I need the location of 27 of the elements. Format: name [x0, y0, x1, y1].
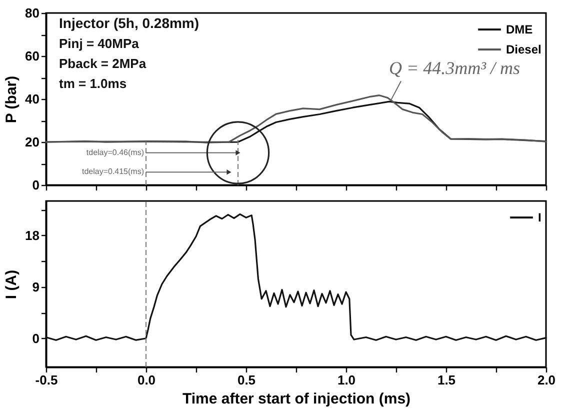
y-tick-label: 60 [25, 48, 40, 64]
y-tick-label: 0 [32, 178, 40, 192]
y-tick-label: 0 [32, 330, 40, 346]
legend-label: I [538, 210, 542, 224]
x-tick-label: 2.0 [537, 372, 556, 388]
x-tick-label: 0.5 [237, 372, 256, 388]
legend-label: DME [506, 22, 533, 36]
annotation: Injector (5h, 0.28mm) [59, 15, 200, 31]
x-tick-label: -0.5 [35, 372, 58, 388]
legend-label: Diesel [506, 42, 542, 56]
annotation: tdelay=0.415(ms) [82, 167, 144, 176]
y-tick-label: 40 [25, 92, 40, 106]
annotation: Pback = 2MPa [59, 56, 147, 71]
y-tick-label: 20 [25, 134, 40, 150]
annotation: tdelay=0.46(ms) [86, 148, 144, 157]
annotation: tm = 1.0ms [59, 76, 127, 91]
y-tick-label: 80 [25, 6, 40, 20]
x-axis-title: Time after start of injection (ms) [182, 390, 411, 408]
annotation: Q = 44.3mm³ / ms [389, 58, 520, 78]
x-tick-label: 1.0 [337, 372, 356, 388]
y-tick-label: 9 [32, 279, 40, 294]
x-tick-label: 1.5 [437, 372, 456, 388]
y-tick-label: 18 [25, 228, 40, 243]
x-tick-label: 0.0 [137, 372, 156, 388]
y-axis-title: P (bar) [3, 76, 20, 124]
annotation: Pinj = 40MPa [59, 36, 140, 51]
y-axis-title: I (A) [3, 270, 20, 300]
